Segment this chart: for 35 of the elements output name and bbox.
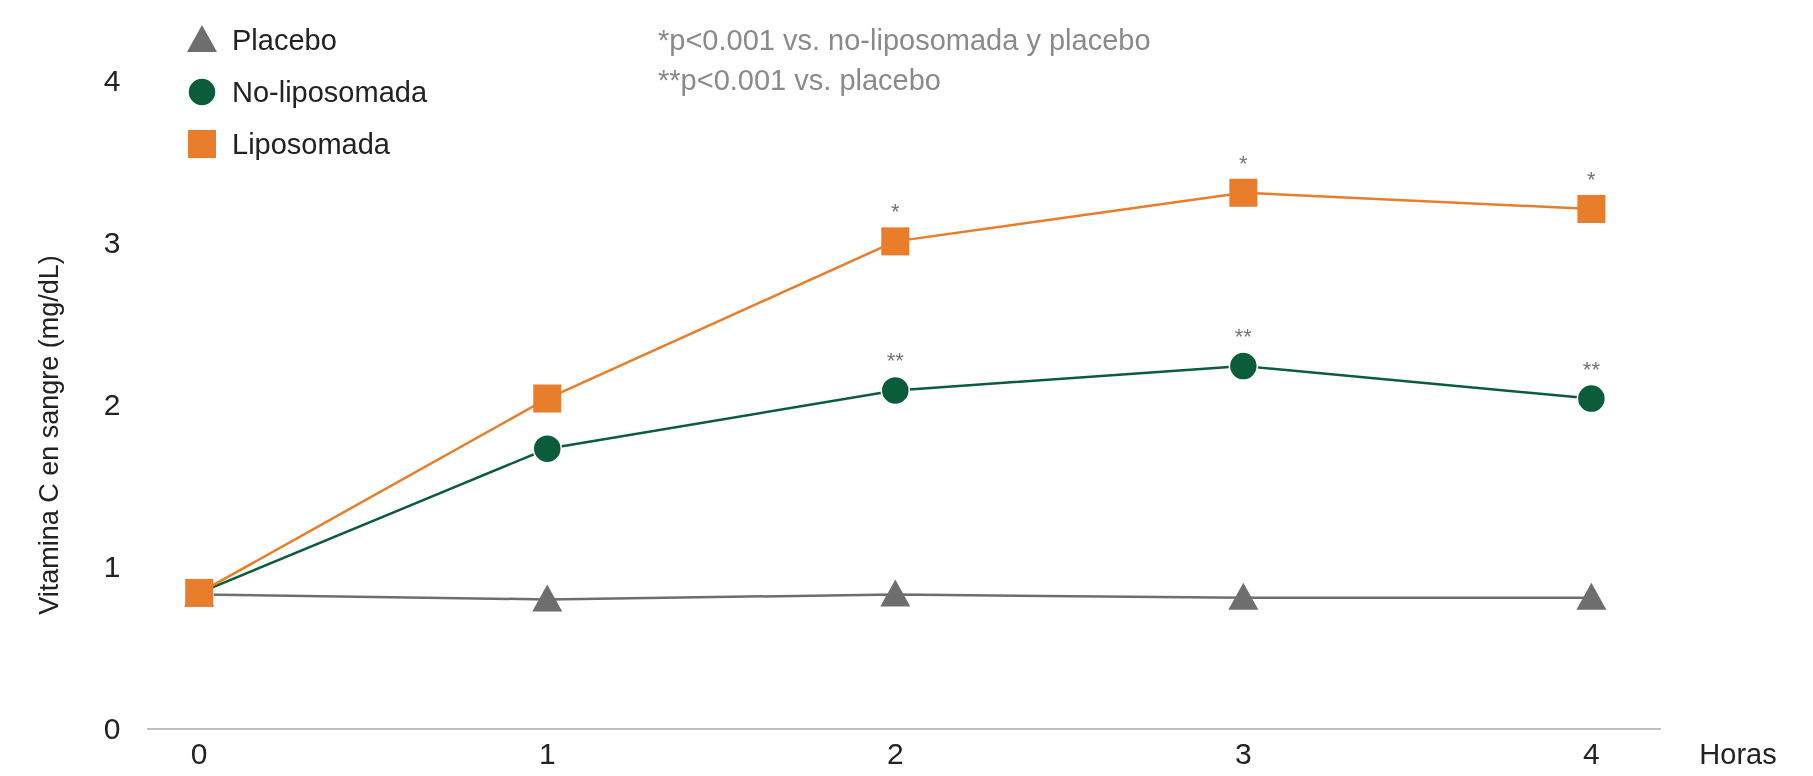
text: *p<0.001 vs. no-liposomada y placebo bbox=[658, 24, 1151, 56]
x-axis-title: Horas bbox=[1699, 738, 1777, 770]
x-tick-label: 1 bbox=[538, 737, 556, 770]
point bbox=[532, 433, 562, 464]
point bbox=[1576, 383, 1607, 414]
y-tick-label: 4 bbox=[103, 64, 121, 97]
point bbox=[1576, 582, 1607, 610]
point bbox=[1228, 582, 1259, 610]
annotation: **p<0.001 vs. placebo bbox=[658, 64, 941, 96]
legend-label: Placebo bbox=[232, 24, 337, 56]
point bbox=[880, 579, 911, 607]
point bbox=[1229, 178, 1258, 207]
x-tick-label: 3 bbox=[1235, 737, 1252, 770]
point bbox=[1577, 194, 1606, 223]
y-tick-label: 0 bbox=[103, 712, 121, 745]
x-tick-label: 4 bbox=[1583, 737, 1600, 770]
y-tick-label: 3 bbox=[103, 226, 121, 259]
y-axis-title: Vitamina C en sangre (mg/dL) bbox=[34, 255, 64, 615]
legend-label: No-liposomada bbox=[232, 76, 428, 108]
point bbox=[881, 227, 910, 256]
annotation: * bbox=[1587, 166, 1597, 192]
annotation: * bbox=[1239, 150, 1249, 176]
legend-label: Liposomada bbox=[232, 128, 391, 160]
annotation: * bbox=[891, 199, 901, 225]
annotation: ** bbox=[1582, 356, 1601, 382]
point bbox=[1228, 351, 1259, 381]
annotation: ** bbox=[886, 348, 905, 374]
y-tick-label: 2 bbox=[103, 388, 121, 421]
point bbox=[533, 384, 562, 413]
x-tick-label: 0 bbox=[190, 737, 208, 770]
x-tick-label: 2 bbox=[886, 737, 904, 770]
y-tick-label: 1 bbox=[103, 550, 121, 583]
point bbox=[532, 584, 563, 612]
annotation: ** bbox=[1234, 324, 1253, 350]
point bbox=[880, 375, 911, 406]
